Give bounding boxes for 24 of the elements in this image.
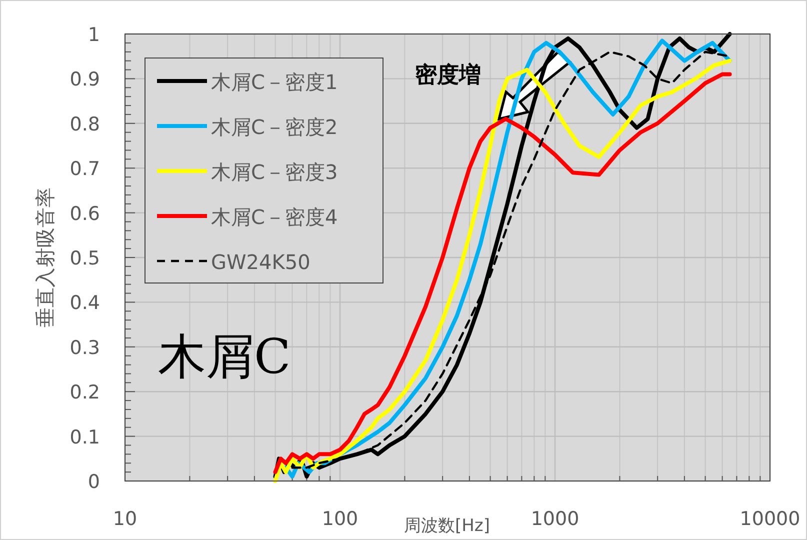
annotation: 密度増 bbox=[415, 62, 481, 88]
y-tick-label: 0.7 bbox=[70, 158, 100, 180]
legend-label: 木屑C－密度3 bbox=[211, 160, 338, 184]
x-tick-label: 10 bbox=[112, 508, 138, 530]
y-tick-label: 0.2 bbox=[70, 382, 100, 404]
y-tick-label: 0.1 bbox=[70, 426, 100, 448]
x-tick-label: 1000 bbox=[530, 508, 580, 530]
y-tick-label: 0.3 bbox=[70, 336, 100, 359]
y-tick-label: 1 bbox=[88, 24, 100, 46]
y-axis-title: 垂直入射吸音率 bbox=[33, 188, 57, 328]
legend-label: 木屑C－密度2 bbox=[211, 115, 338, 139]
y-tick-label: 0.8 bbox=[70, 113, 100, 136]
x-tick-label: 100 bbox=[322, 508, 358, 530]
legend-label: GW24K50 bbox=[211, 250, 310, 274]
annotation: 木屑C bbox=[158, 329, 291, 385]
x-axis-title: 周波数[Hz] bbox=[404, 516, 490, 536]
x-tick-label: 10000 bbox=[740, 508, 800, 530]
legend-label: 木屑C－密度4 bbox=[211, 205, 338, 229]
y-tick-label: 0.5 bbox=[70, 248, 100, 270]
y-tick-label: 0 bbox=[88, 471, 100, 493]
y-tick-label: 0.9 bbox=[70, 68, 100, 91]
y-tick-label: 0.6 bbox=[70, 202, 100, 225]
legend-label: 木屑C－密度1 bbox=[211, 70, 338, 94]
y-tick-label: 0.4 bbox=[70, 292, 100, 314]
